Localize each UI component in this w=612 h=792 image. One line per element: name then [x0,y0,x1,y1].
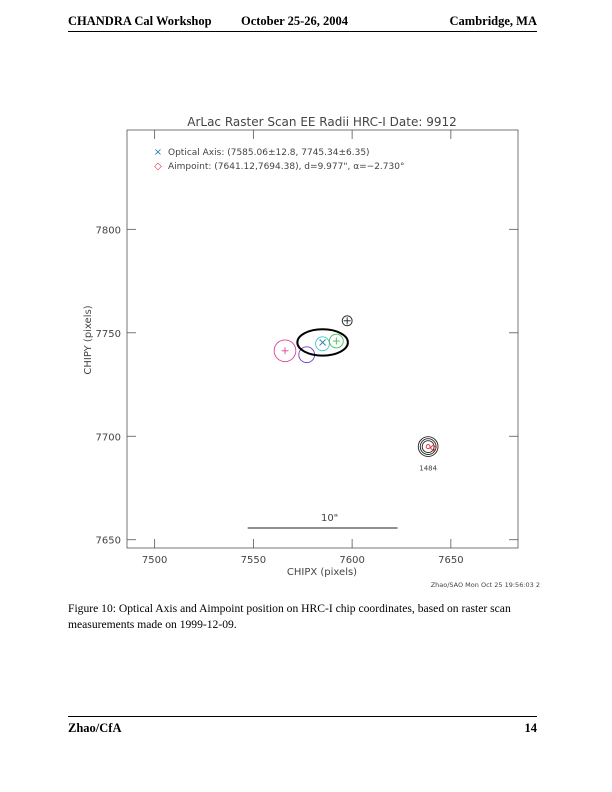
timestamp: Zhao/SAO Mon Oct 25 19:56:03 2 [431,581,540,589]
scale-bar-label: 10" [321,513,338,524]
ee-circle [328,333,344,349]
legend-symbol: ◇ [154,161,162,172]
footer-right: 14 [524,721,538,735]
y-tick-label: 7700 [96,432,121,443]
chart-title: ArLac Raster Scan EE Radii HRC-I Date: 9… [187,115,457,129]
legend-symbol: × [154,147,162,158]
x-tick-label: 7500 [142,555,167,566]
point-label: 1484 [419,465,437,473]
x-tick-label: 7650 [438,555,463,566]
x-tick-label: 7550 [241,555,266,566]
header-left: CHANDRA Cal Workshop [68,14,212,28]
ee-circle [417,436,439,457]
error-ellipse [296,328,349,357]
header-right: Cambridge, MA [449,14,538,28]
y-tick-label: 7650 [96,536,121,547]
ee-circle [341,315,353,327]
y-tick-label: 7750 [96,329,121,340]
x-tick-label: 7600 [339,555,364,566]
footer-left: Zhao/CfA [68,721,122,735]
y-tick-label: 7800 [96,225,121,236]
legend-label: Aimpoint: (7641.12,7694.38), d=9.977", α… [168,162,404,172]
plot-frame [126,129,519,549]
header-rule [68,31,537,32]
ee-circle [273,339,297,363]
caption: Figure 10: Optical Axis and Aimpoint pos… [68,602,511,631]
legend-label: Optical Axis: (7585.06±12.8, 7745.34±6.3… [168,148,370,158]
ee-circle [421,440,435,453]
ee-circle [425,444,431,450]
y-axis-label: CHIPY (pixels) [83,305,94,374]
footer-rule [68,716,537,717]
x-axis-label: CHIPX (pixels) [287,567,357,578]
optical-axis-marker [319,339,326,346]
ee-circle [419,438,437,455]
chart: ArLac Raster Scan EE Radii HRC-I Date: 9… [83,115,540,589]
ee-circle [315,336,330,352]
aimpoint-marker [429,444,437,452]
header-center: October 25-26, 2004 [241,14,349,28]
